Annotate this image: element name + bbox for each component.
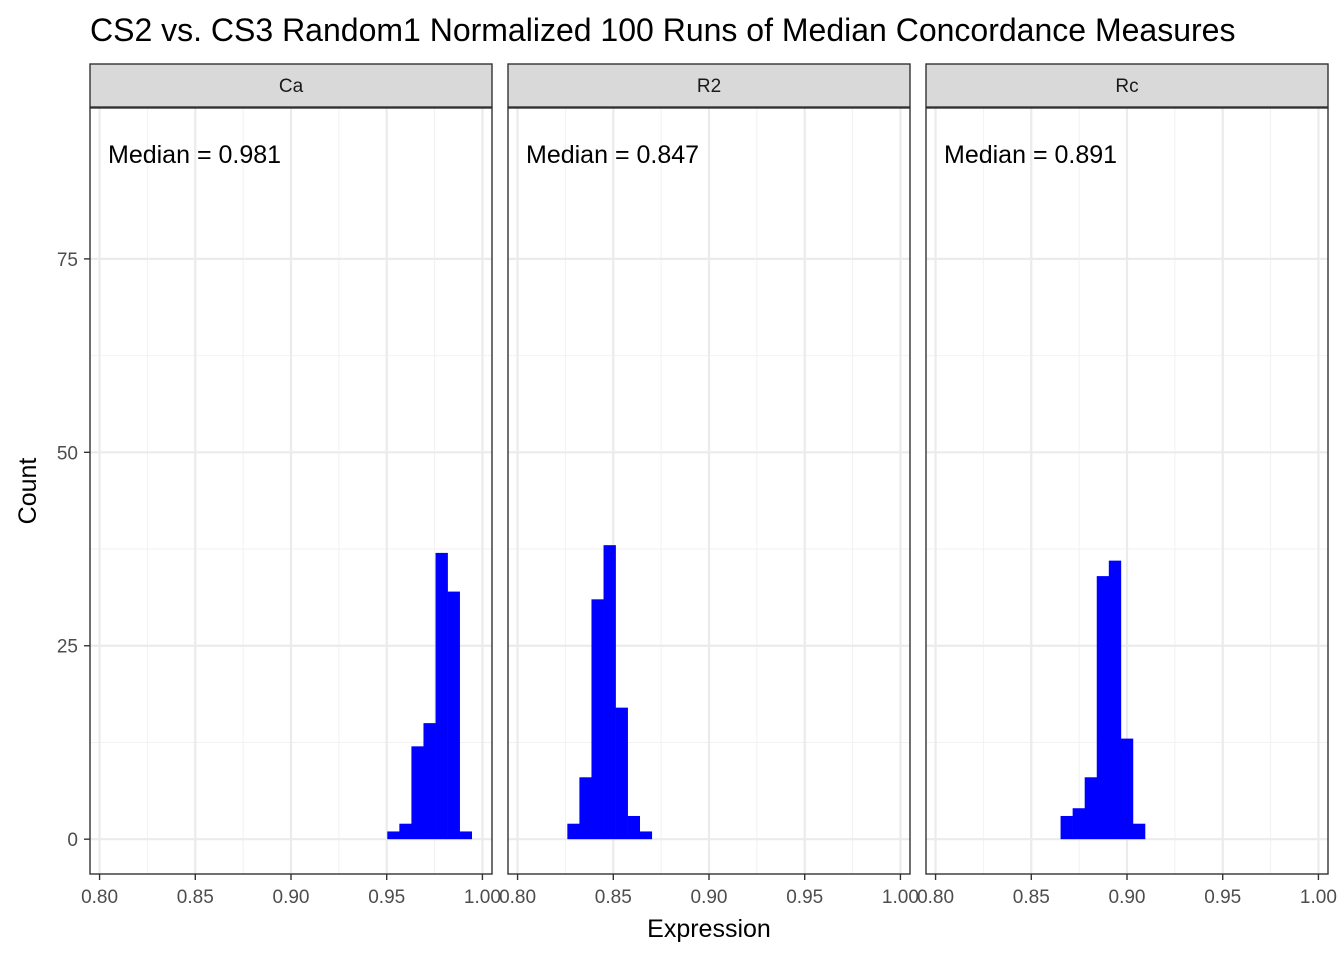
histogram-bar (423, 723, 436, 840)
median-annotation: Median = 0.847 (526, 141, 699, 169)
histogram-bar (603, 545, 616, 840)
facet-strip-label: Ca (279, 76, 304, 97)
histogram-bar (411, 746, 424, 840)
y-tick-label: 25 (57, 637, 78, 658)
x-tick-label: 0.85 (595, 887, 632, 908)
y-axis: 0 25 50 75 (57, 250, 90, 851)
x-tick-label: 0.95 (368, 887, 405, 908)
panel-rc: Rc Median = 0.891 0.80 0.85 0.90 0.95 1.00 (917, 63, 1337, 908)
x-tick-label: 0.85 (177, 887, 214, 908)
y-tick-label: 75 (57, 250, 78, 271)
x-axis-title: Expression (647, 915, 771, 943)
x-tick-label: 1.00 (464, 887, 501, 908)
histogram-bar (1096, 576, 1110, 840)
histogram-bar (579, 777, 592, 840)
histogram-bar (1120, 738, 1134, 840)
x-tick-label: 0.95 (1204, 887, 1241, 908)
x-tick-label: 1.00 (882, 887, 919, 908)
y-axis-title: Count (14, 458, 42, 525)
facet-strip (507, 63, 911, 108)
y-tick-label: 50 (57, 443, 78, 464)
histogram-bar (435, 552, 448, 840)
panel-ca: Ca Median = 0.981 0.80 0.85 0.90 0.95 1.00 (81, 63, 501, 908)
histogram-bar (591, 599, 604, 840)
x-tick-label: 0.80 (917, 887, 954, 908)
histogram-bar (1060, 815, 1073, 840)
panel-r2: R2 Median = 0.847 0.80 0.85 0.90 0.95 1.00 (499, 63, 919, 908)
x-tick-label: 0.90 (273, 887, 310, 908)
histogram-bar (1108, 560, 1122, 840)
histogram-bar (387, 831, 400, 840)
histogram-bar (399, 823, 412, 840)
x-tick-label: 0.90 (691, 887, 728, 908)
histogram-bar (1084, 777, 1098, 840)
x-tick-label: 0.80 (81, 887, 118, 908)
histogram-bar (615, 707, 628, 840)
x-tick-label: 0.90 (1109, 887, 1146, 908)
x-tick-label: 0.85 (1013, 887, 1050, 908)
histogram-bar (567, 823, 580, 840)
median-annotation: Median = 0.981 (108, 141, 281, 169)
x-tick-label: 0.80 (499, 887, 536, 908)
facet-strip-label: R2 (697, 76, 721, 97)
histogram-bar (627, 815, 641, 840)
median-annotation: Median = 0.891 (944, 141, 1117, 169)
histogram-bar (1132, 823, 1146, 840)
histogram-bar (1072, 808, 1085, 840)
facet-strip (89, 63, 493, 108)
chart-title: CS2 vs. CS3 Random1 Normalized 100 Runs … (90, 12, 1235, 48)
y-tick-label: 0 (67, 830, 78, 851)
histogram-bar (447, 591, 460, 840)
facet-strip (925, 63, 1329, 108)
x-tick-label: 0.95 (786, 887, 823, 908)
histogram-bar (639, 831, 653, 840)
histogram-bar (459, 831, 473, 840)
facet-strip-label: Rc (1115, 76, 1138, 97)
panels-layer: Ca Median = 0.981 0.80 0.85 0.90 0.95 1.00 R2 Me… (81, 63, 1337, 908)
x-tick-label: 1.00 (1300, 887, 1337, 908)
